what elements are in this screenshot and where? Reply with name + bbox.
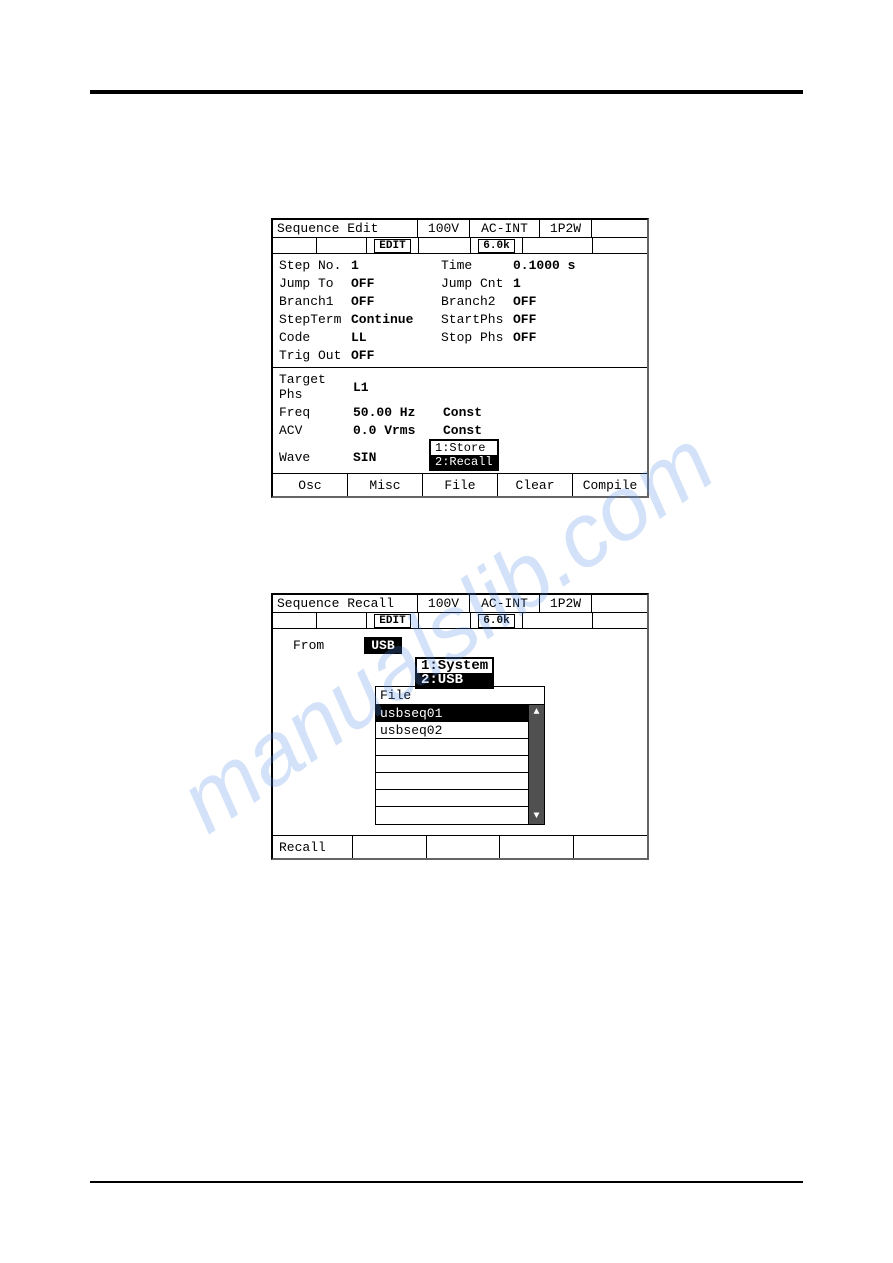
recall-titlebar: Sequence Recall 100V AC-INT 1P2W [273, 595, 647, 613]
step-term-label: StepTerm [279, 312, 351, 327]
time-value[interactable]: 0.1000 s [513, 258, 603, 273]
file-list-scrollbar[interactable]: ▲ ▼ [528, 705, 544, 824]
freq-mode[interactable]: Const [443, 405, 503, 420]
recall-status-power: 6.0k [478, 614, 514, 628]
wave-label: Wave [279, 450, 353, 465]
jump-to-value[interactable]: OFF [351, 276, 441, 291]
jump-to-label: Jump To [279, 276, 351, 291]
freq-value[interactable]: 50.00 Hz [353, 405, 443, 420]
recall-hdr-spacer [592, 595, 647, 612]
recall-body: From USB 1:System 2:USB File usbseq01 us… [273, 629, 647, 836]
sb-cell [593, 613, 647, 628]
jump-cnt-value[interactable]: 1 [513, 276, 603, 291]
sb-cell [593, 238, 647, 253]
branch2-label: Branch2 [441, 294, 513, 309]
page-rule-top [90, 90, 803, 94]
scroll-up-icon[interactable]: ▲ [533, 707, 539, 718]
sb-cell [317, 613, 367, 628]
sb-cell [419, 613, 471, 628]
branch2-value[interactable]: OFF [513, 294, 603, 309]
file-menu-recall[interactable]: 2:Recall [431, 455, 497, 469]
edit-status-power: 6.0k [478, 239, 514, 253]
softkey-empty[interactable] [353, 836, 427, 858]
edit-statusbar: EDIT 6.0k [273, 238, 647, 254]
acv-mode[interactable]: Const [443, 423, 503, 438]
softkey-empty[interactable] [427, 836, 501, 858]
file-row[interactable] [376, 756, 528, 773]
sb-cell [523, 238, 593, 253]
edit-step-params: Step No. 1 Time 0.1000 s Jump To OFF Jum… [273, 254, 647, 368]
jump-cnt-label: Jump Cnt [441, 276, 513, 291]
from-value[interactable]: USB [364, 637, 401, 654]
edit-titlebar: Sequence Edit 100V AC-INT 1P2W [273, 220, 647, 238]
recall-status-mode: EDIT [374, 614, 410, 628]
file-row[interactable] [376, 807, 528, 824]
edit-target-params: Target Phs L1 Freq 50.00 Hz Const ACV 0.… [273, 368, 647, 474]
step-term-value[interactable]: Continue [351, 312, 441, 327]
target-phs-value[interactable]: L1 [353, 380, 443, 395]
edit-hdr-voltage: 100V [418, 220, 470, 237]
sequence-edit-panel: Sequence Edit 100V AC-INT 1P2W EDIT 6.0k… [271, 218, 649, 498]
softkey-recall[interactable]: Recall [273, 836, 353, 858]
start-phs-label: StartPhs [441, 312, 513, 327]
sb-edit: EDIT [367, 238, 419, 253]
recall-title: Sequence Recall [273, 595, 418, 612]
stop-phs-value[interactable]: OFF [513, 330, 603, 345]
from-label: From [293, 638, 324, 653]
file-row[interactable] [376, 773, 528, 790]
stop-phs-label: Stop Phs [441, 330, 513, 345]
code-label: Code [279, 330, 351, 345]
file-row[interactable]: usbseq02 [376, 722, 528, 739]
edit-hdr-mode: 1P2W [540, 220, 592, 237]
softkey-empty[interactable] [500, 836, 574, 858]
sb-cell [273, 238, 317, 253]
softkey-misc[interactable]: Misc [348, 474, 423, 496]
sequence-recall-panel: Sequence Recall 100V AC-INT 1P2W EDIT 6.… [271, 593, 649, 860]
softkey-clear[interactable]: Clear [498, 474, 573, 496]
edit-softkeys: Osc Misc File Clear Compile [273, 474, 647, 496]
file-row[interactable] [376, 739, 528, 756]
edit-title: Sequence Edit [273, 220, 418, 237]
softkey-osc[interactable]: Osc [273, 474, 348, 496]
step-no-label: Step No. [279, 258, 351, 273]
trig-out-label: Trig Out [279, 348, 351, 363]
softkey-empty[interactable] [574, 836, 647, 858]
softkey-compile[interactable]: Compile [573, 474, 647, 496]
file-menu-popup: 1:Store 2:Recall [429, 439, 499, 471]
code-value[interactable]: LL [351, 330, 441, 345]
sb-edit: EDIT [367, 613, 419, 628]
file-list-header: File [376, 687, 544, 705]
edit-hdr-spacer [592, 220, 647, 237]
acv-value[interactable]: 0.0 Vrms [353, 423, 443, 438]
recall-softkeys: Recall [273, 836, 647, 858]
sb-power: 6.0k [471, 238, 523, 253]
recall-hdr-source: AC-INT [470, 595, 540, 612]
sb-cell [523, 613, 593, 628]
branch1-value[interactable]: OFF [351, 294, 441, 309]
branch1-label: Branch1 [279, 294, 351, 309]
edit-hdr-source: AC-INT [470, 220, 540, 237]
start-phs-value[interactable]: OFF [513, 312, 603, 327]
target-phs-label: Target Phs [279, 372, 353, 402]
recall-hdr-voltage: 100V [418, 595, 470, 612]
file-menu-store[interactable]: 1:Store [431, 441, 497, 455]
file-list: File usbseq01 usbseq02 ▲ ▼ [375, 686, 545, 825]
sb-cell [273, 613, 317, 628]
recall-statusbar: EDIT 6.0k [273, 613, 647, 629]
sb-power: 6.0k [471, 613, 523, 628]
file-row[interactable]: usbseq01 [376, 705, 528, 722]
file-row[interactable] [376, 790, 528, 807]
scroll-down-icon[interactable]: ▼ [533, 811, 539, 822]
acv-label: ACV [279, 423, 353, 438]
time-label: Time [441, 258, 513, 273]
sb-cell [317, 238, 367, 253]
trig-out-value[interactable]: OFF [351, 348, 441, 363]
edit-status-mode: EDIT [374, 239, 410, 253]
recall-hdr-mode: 1P2W [540, 595, 592, 612]
page-rule-bottom [90, 1181, 803, 1183]
step-no-value[interactable]: 1 [351, 258, 441, 273]
softkey-file[interactable]: File [423, 474, 498, 496]
sb-cell [419, 238, 471, 253]
freq-label: Freq [279, 405, 353, 420]
